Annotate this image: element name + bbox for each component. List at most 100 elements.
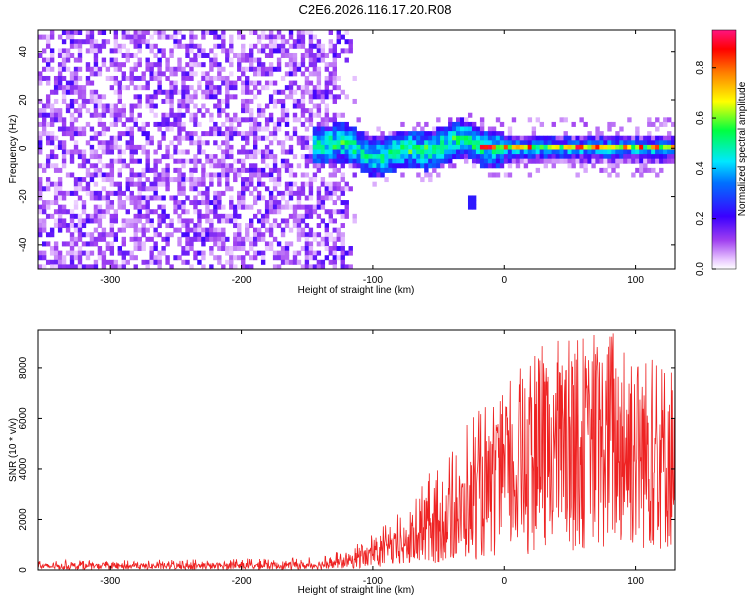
heatmap-cell bbox=[256, 232, 262, 238]
heatmap-cell bbox=[559, 140, 564, 146]
heatmap-cell bbox=[635, 154, 640, 160]
heatmap-cell bbox=[53, 89, 59, 95]
heatmap-cell bbox=[659, 149, 664, 155]
heatmap-cell bbox=[388, 144, 393, 150]
heatmap-cell bbox=[73, 126, 79, 132]
heatmap-cell bbox=[45, 121, 51, 127]
heatmap-cell bbox=[308, 135, 314, 141]
heatmap-cell bbox=[173, 43, 178, 49]
heatmap-cell bbox=[225, 218, 230, 224]
heatmap-cell bbox=[93, 163, 99, 169]
heatmap-cell bbox=[209, 117, 214, 123]
heatmap-cell bbox=[643, 167, 648, 173]
heatmap-cell bbox=[491, 154, 497, 160]
heatmap-cell bbox=[193, 43, 198, 49]
heatmap-cell bbox=[41, 204, 47, 210]
heatmap-cell bbox=[133, 213, 138, 219]
heatmap-cell bbox=[189, 75, 194, 81]
heatmap-cell bbox=[49, 163, 55, 169]
heatmap-cell bbox=[129, 144, 134, 150]
heatmap-cell bbox=[161, 135, 166, 141]
heatmap-cell bbox=[639, 135, 644, 141]
heatmap-cell bbox=[495, 149, 501, 155]
heatmap-cell bbox=[49, 117, 55, 123]
heatmap-cell bbox=[49, 121, 55, 127]
heatmap-cell bbox=[189, 246, 194, 252]
heatmap-cell bbox=[249, 62, 254, 68]
heatmap-cell bbox=[197, 121, 202, 127]
heatmap-cell bbox=[376, 126, 381, 132]
spectrogram-frame bbox=[37, 29, 676, 270]
heatmap-cell bbox=[428, 131, 433, 137]
heatmap-cell bbox=[209, 264, 214, 269]
heatmap-cell bbox=[655, 158, 660, 164]
heatmap-cell bbox=[61, 85, 67, 91]
heatmap-cell bbox=[587, 135, 592, 141]
heatmap-cell bbox=[89, 89, 95, 95]
heatmap-cell bbox=[607, 126, 612, 132]
heatmap-cell bbox=[579, 144, 584, 150]
heatmap-cell bbox=[587, 144, 592, 150]
heatmap-cell bbox=[105, 140, 111, 146]
heatmap-cell bbox=[436, 131, 441, 137]
heatmap-cell bbox=[209, 66, 214, 72]
heatmap-cell bbox=[133, 204, 138, 210]
heatmap-cell bbox=[137, 30, 142, 35]
heatmap-cell bbox=[117, 108, 123, 114]
heatmap-cell bbox=[579, 117, 584, 123]
heatmap-cell bbox=[300, 103, 306, 109]
heatmap-cell bbox=[153, 89, 158, 95]
heatmap-cell bbox=[109, 218, 115, 224]
heatmap-cell bbox=[312, 66, 318, 72]
heatmap-cell bbox=[416, 135, 421, 141]
heatmap-cell bbox=[197, 236, 202, 242]
heatmap-cell bbox=[340, 241, 345, 247]
heatmap-cell bbox=[336, 255, 341, 261]
heatmap-cell bbox=[308, 181, 314, 187]
heatmap-cell bbox=[97, 204, 103, 210]
heatmap-cell bbox=[567, 149, 572, 155]
heatmap-cell bbox=[129, 80, 134, 86]
heatmap-cell bbox=[73, 149, 79, 155]
heatmap-cell bbox=[193, 255, 198, 261]
heatmap-cell bbox=[268, 177, 274, 183]
heatmap-cell bbox=[137, 75, 142, 81]
heatmap-cell bbox=[197, 48, 202, 54]
heatmap-cell bbox=[181, 80, 186, 86]
heatmap-cell bbox=[245, 264, 250, 269]
heatmap-cell bbox=[300, 30, 306, 35]
heatmap-cell bbox=[73, 177, 79, 183]
heatmap-cell bbox=[173, 177, 178, 183]
heatmap-cell bbox=[38, 71, 43, 77]
heatmap-cell bbox=[280, 259, 286, 265]
heatmap-cell bbox=[193, 131, 198, 137]
heatmap-cell bbox=[61, 62, 67, 68]
heatmap-cell bbox=[288, 30, 294, 35]
heatmap-cell bbox=[547, 135, 552, 141]
heatmap-cell bbox=[205, 85, 210, 91]
heatmap-cell bbox=[591, 163, 596, 169]
heatmap-cell bbox=[69, 117, 75, 123]
heatmap-cell bbox=[157, 259, 162, 265]
heatmap-cell bbox=[368, 149, 373, 155]
heatmap-cell bbox=[344, 126, 349, 132]
heatmap-cell bbox=[268, 190, 274, 196]
heatmap-cell bbox=[308, 255, 314, 261]
heatmap-cell bbox=[161, 181, 166, 187]
heatmap-cell bbox=[276, 250, 282, 256]
heatmap-cell bbox=[579, 135, 584, 141]
heatmap-cell bbox=[241, 149, 246, 155]
heatmap-cell bbox=[655, 144, 660, 150]
heatmap-cell bbox=[53, 154, 59, 160]
heatmap-cell bbox=[643, 154, 648, 160]
heatmap-cell bbox=[205, 89, 210, 95]
heatmap-cell bbox=[380, 163, 385, 169]
heatmap-cell bbox=[249, 57, 254, 63]
heatmap-cell bbox=[53, 80, 59, 86]
heatmap-cell bbox=[125, 57, 130, 63]
heatmap-cell bbox=[237, 66, 242, 72]
heatmap-cell bbox=[225, 144, 230, 150]
heatmap-cell bbox=[153, 209, 158, 215]
heatmap-cell bbox=[41, 121, 47, 127]
heatmap-cell bbox=[157, 158, 162, 164]
